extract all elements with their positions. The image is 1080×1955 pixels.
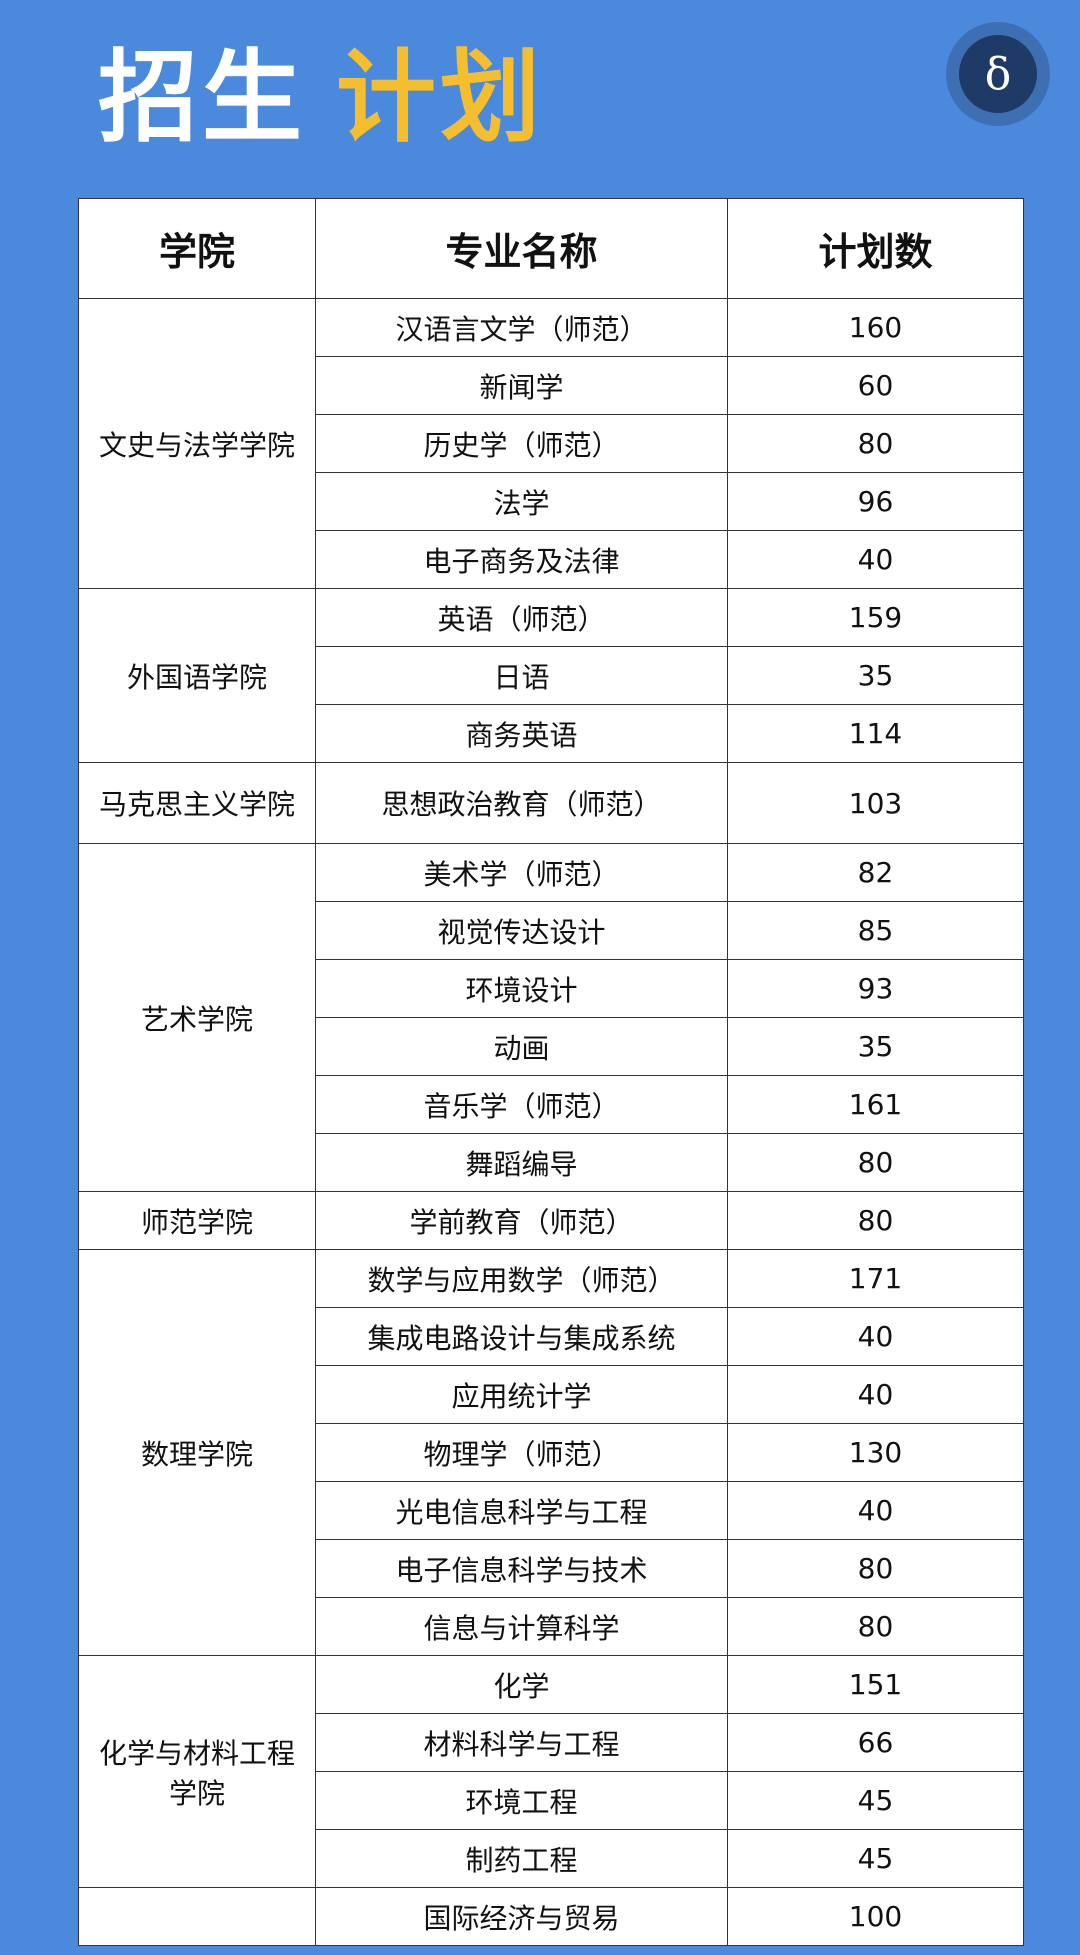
count-cell: 100	[727, 1887, 1024, 1946]
count-cell: 160	[727, 298, 1024, 357]
major-cell: 舞蹈编导	[315, 1133, 728, 1192]
table-row: 音乐学（师范） 161	[79, 1075, 1024, 1134]
table-row: 新闻学 60	[79, 356, 1024, 415]
table-row: 物理学（师范） 130	[79, 1423, 1024, 1482]
count-cell: 45	[727, 1829, 1024, 1888]
major-cell: 制药工程	[315, 1829, 728, 1888]
table-row: 外国语学院 英语（师范） 159	[78, 588, 1024, 763]
count-cell: 82	[727, 843, 1024, 902]
college-cell	[78, 1887, 316, 1946]
count-cell: 66	[727, 1713, 1024, 1772]
major-cell: 英语（师范）	[315, 588, 728, 647]
logo: δ	[946, 22, 1050, 126]
table-row: 动画 35	[79, 1017, 1024, 1076]
major-cell: 国际经济与贸易	[315, 1887, 728, 1946]
major-cell: 日语	[315, 646, 728, 705]
major-cell: 光电信息科学与工程	[315, 1481, 728, 1540]
major-cell: 集成电路设计与集成系统	[315, 1307, 728, 1366]
major-cell: 思想政治教育（师范）	[315, 762, 728, 844]
count-cell: 80	[727, 1597, 1024, 1656]
major-cell: 动画	[315, 1017, 728, 1076]
table-row: 环境设计 93	[79, 959, 1024, 1018]
enrollment-plan-table: 学院 专业名称 计划数 文史与法学学院 汉语言文学（师范） 160 新闻学 60 历史学（…	[78, 198, 1024, 1946]
major-cell: 电子信息科学与技术	[315, 1539, 728, 1598]
major-cell: 历史学（师范）	[315, 414, 728, 473]
table-row: 集成电路设计与集成系统 40	[79, 1307, 1024, 1366]
count-cell: 80	[727, 1191, 1024, 1250]
count-cell: 40	[727, 1481, 1024, 1540]
table-row: 数理学院 数学与应用数学（师范） 171	[78, 1249, 1024, 1656]
table-row: 应用统计学 40	[79, 1365, 1024, 1424]
college-cell: 艺术学院	[78, 843, 316, 1192]
table-row: 商务英语 114	[79, 704, 1024, 763]
major-cell: 数学与应用数学（师范）	[315, 1249, 728, 1308]
count-cell: 40	[727, 1307, 1024, 1366]
major-cell: 新闻学	[315, 356, 728, 415]
table-row: 舞蹈编导 80	[79, 1133, 1024, 1192]
table-row: 材料科学与工程 66	[79, 1713, 1024, 1772]
major-cell: 材料科学与工程	[315, 1713, 728, 1772]
college-cell: 文史与法学学院	[78, 298, 316, 589]
count-cell: 130	[727, 1423, 1024, 1482]
count-cell: 151	[727, 1655, 1024, 1714]
college-cell: 马克思主义学院	[78, 762, 316, 844]
major-cell: 环境工程	[315, 1771, 728, 1830]
count-cell: 35	[727, 1017, 1024, 1076]
count-cell: 40	[727, 1365, 1024, 1424]
count-cell: 161	[727, 1075, 1024, 1134]
table-row: 电子信息科学与技术 80	[79, 1539, 1024, 1598]
count-cell: 96	[727, 472, 1024, 531]
count-cell: 40	[727, 530, 1024, 589]
count-cell: 60	[727, 356, 1024, 415]
major-cell: 化学	[315, 1655, 728, 1714]
major-cell: 电子商务及法律	[315, 530, 728, 589]
count-cell: 35	[727, 646, 1024, 705]
college-cell: 化学与材料工程学院	[78, 1655, 316, 1888]
table-row: 马克思主义学院 思想政治教育（师范） 103	[78, 762, 1024, 844]
table-row: 化学与材料工程学院 化学 151	[78, 1655, 1024, 1888]
table-row: 环境工程 45	[79, 1771, 1024, 1830]
header-college: 学院	[78, 198, 316, 299]
college-cell: 师范学院	[78, 1191, 316, 1250]
major-cell: 视觉传达设计	[315, 901, 728, 960]
title-part2: 计划	[336, 39, 544, 156]
count-cell: 114	[727, 704, 1024, 763]
table-row: 视觉传达设计 85	[79, 901, 1024, 960]
college-cell: 数理学院	[78, 1249, 316, 1656]
college-cell: 外国语学院	[78, 588, 316, 763]
count-cell: 80	[727, 414, 1024, 473]
count-cell: 159	[727, 588, 1024, 647]
table-row: 日语 35	[79, 646, 1024, 705]
page-title: 招生 计划	[98, 38, 544, 158]
table-row: 制药工程 45	[79, 1829, 1024, 1888]
table-row: 信息与计算科学 80	[79, 1597, 1024, 1656]
table-row: 国际经济与贸易 100	[78, 1887, 1024, 1946]
header-count: 计划数	[727, 198, 1024, 299]
title-part1: 招生	[98, 39, 306, 156]
count-cell: 171	[727, 1249, 1024, 1308]
major-cell: 应用统计学	[315, 1365, 728, 1424]
table-row: 师范学院 学前教育（师范） 80	[78, 1191, 1024, 1250]
count-cell: 45	[727, 1771, 1024, 1830]
major-cell: 商务英语	[315, 704, 728, 763]
header-major: 专业名称	[315, 198, 728, 299]
count-cell: 80	[727, 1133, 1024, 1192]
logo-icon: δ	[959, 35, 1037, 113]
major-cell: 美术学（师范）	[315, 843, 728, 902]
major-cell: 物理学（师范）	[315, 1423, 728, 1482]
major-cell: 法学	[315, 472, 728, 531]
table-header-row: 学院 专业名称 计划数	[78, 198, 1024, 299]
major-cell: 学前教育（师范）	[315, 1191, 728, 1250]
table-row: 文史与法学学院 汉语言文学（师范） 160	[78, 298, 1024, 589]
major-cell: 音乐学（师范）	[315, 1075, 728, 1134]
major-cell: 汉语言文学（师范）	[315, 298, 728, 357]
table-row: 艺术学院 美术学（师范） 82	[78, 843, 1024, 1192]
count-cell: 103	[727, 762, 1024, 844]
major-cell: 信息与计算科学	[315, 1597, 728, 1656]
count-cell: 85	[727, 901, 1024, 960]
count-cell: 93	[727, 959, 1024, 1018]
count-cell: 80	[727, 1539, 1024, 1598]
major-cell: 环境设计	[315, 959, 728, 1018]
